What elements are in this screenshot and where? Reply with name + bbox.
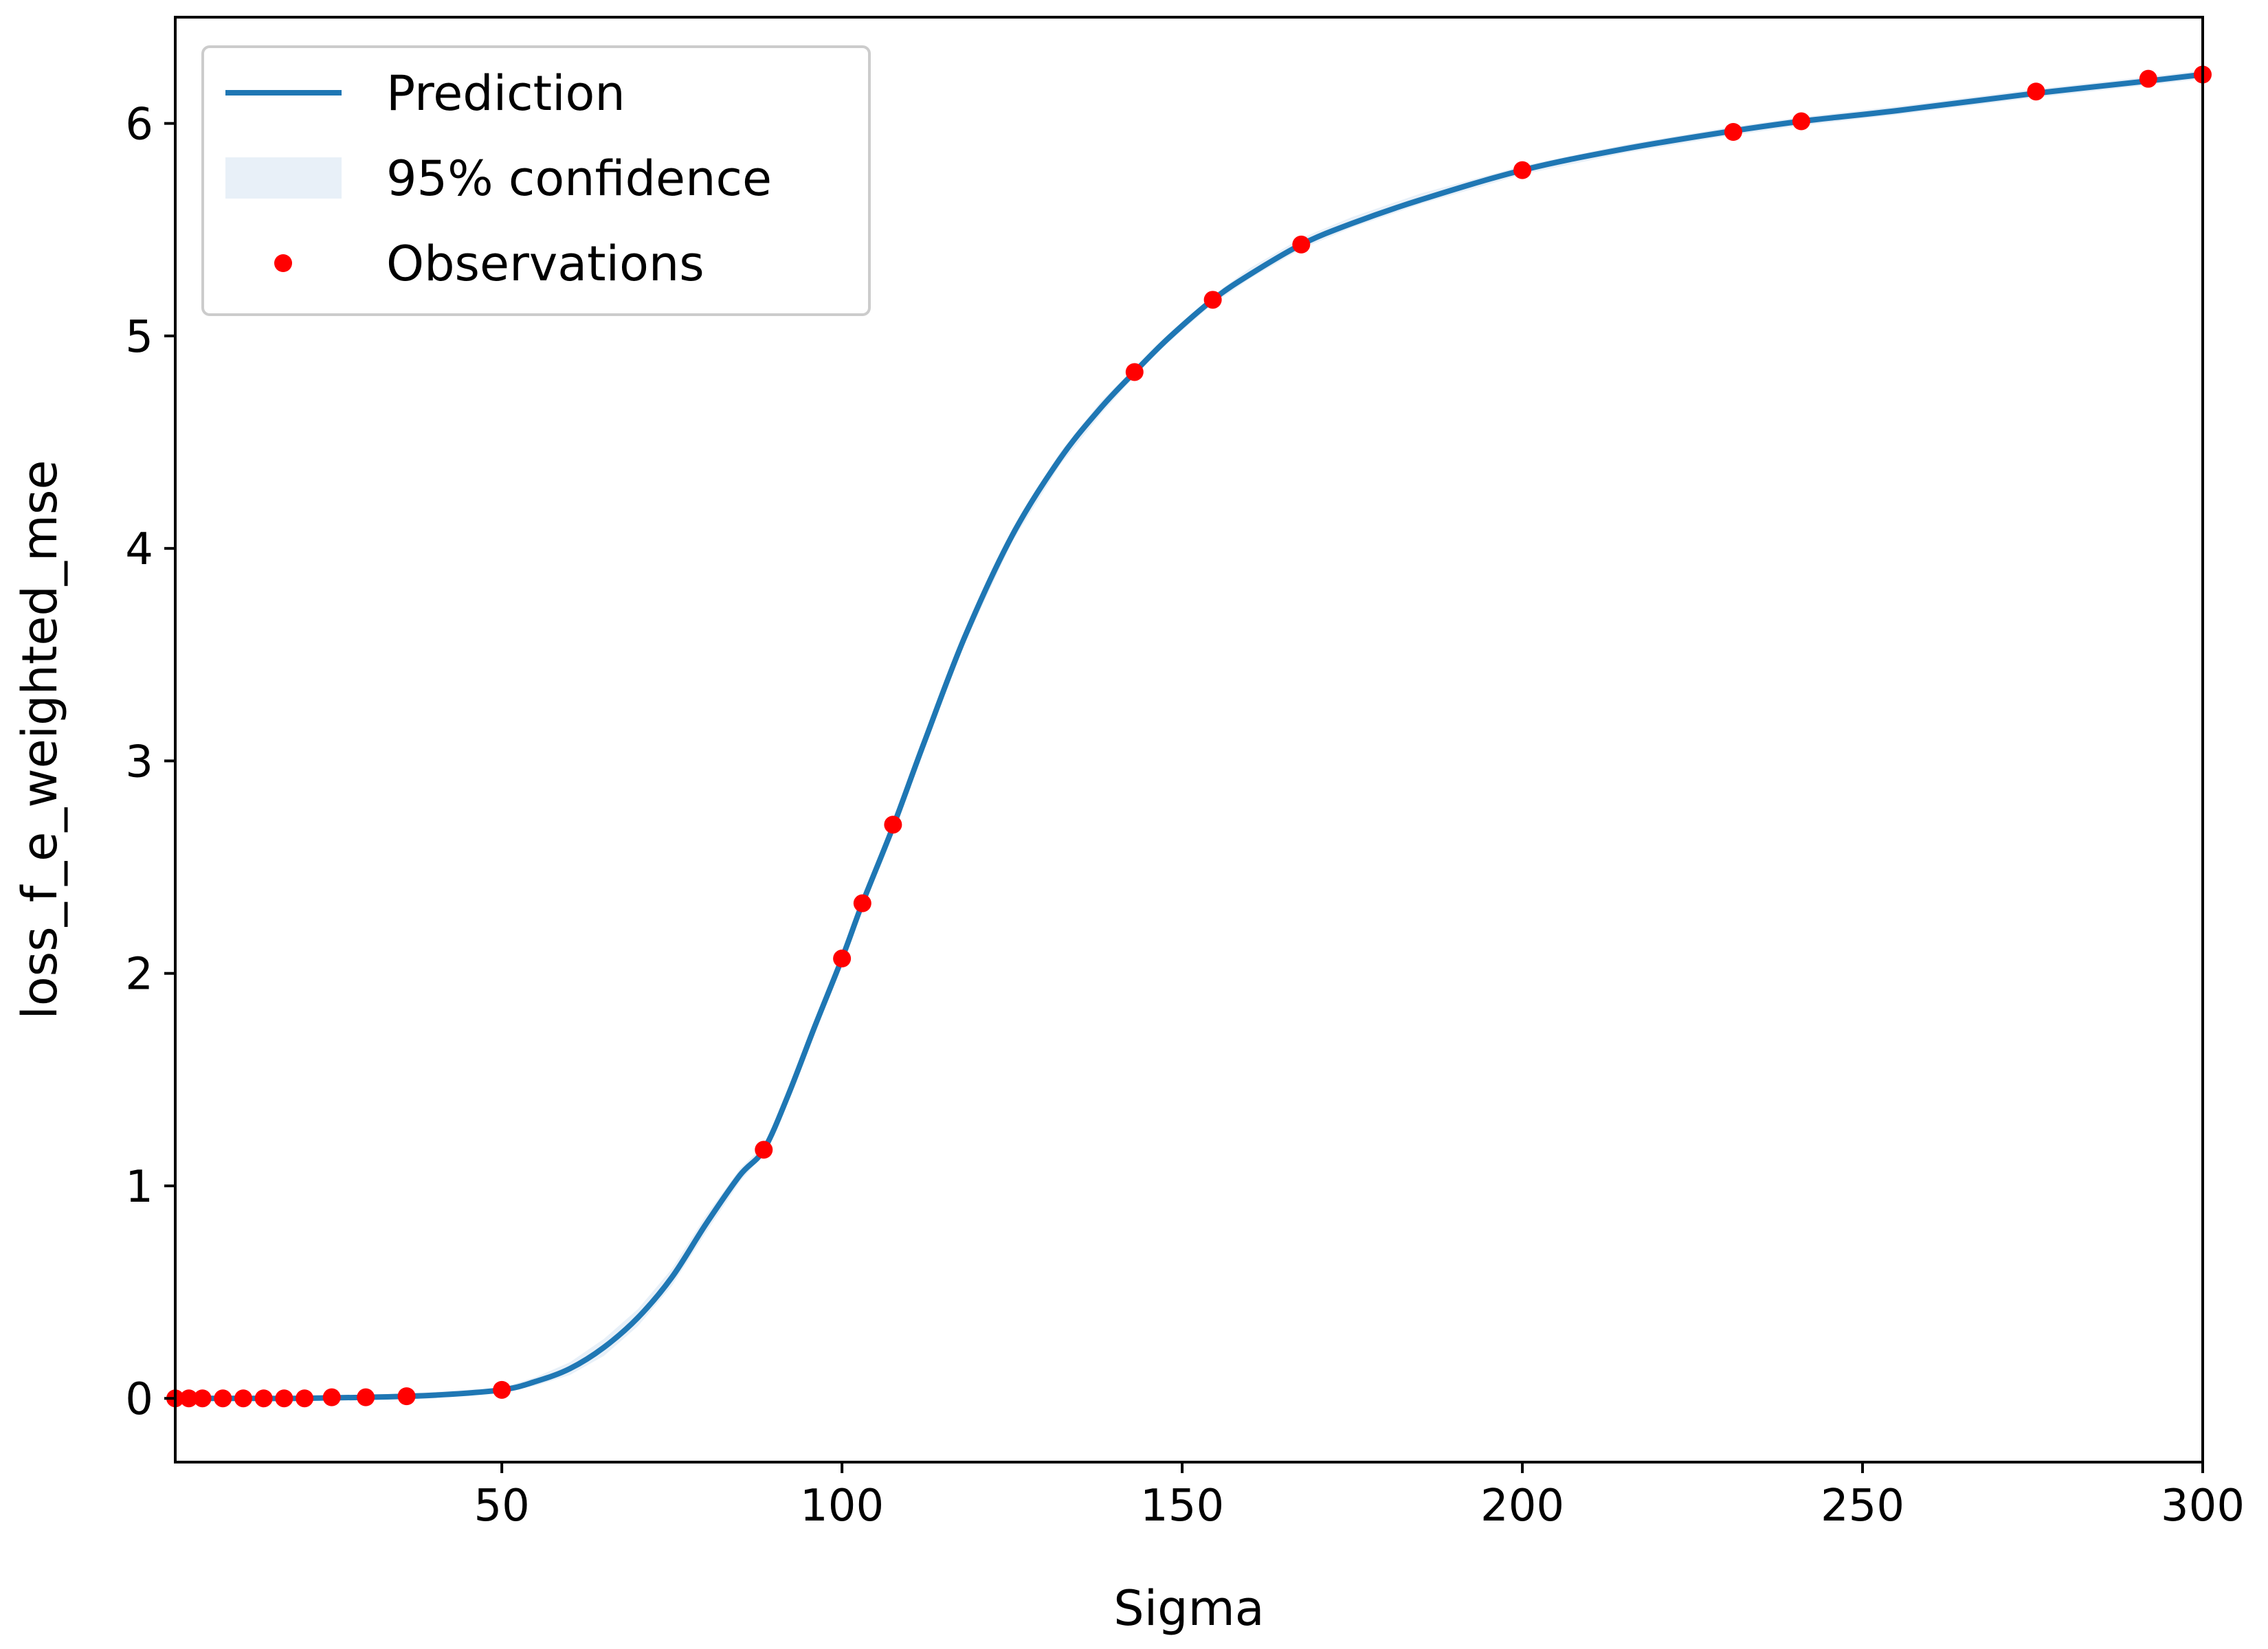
observation-point: [1125, 363, 1144, 381]
observation-point: [254, 1389, 273, 1408]
legend-band-swatch: [225, 157, 342, 199]
legend-marker-swatch: [274, 254, 292, 272]
legend-label: Prediction: [386, 65, 625, 122]
observation-point: [179, 1389, 198, 1408]
y-tick-label: 5: [125, 312, 153, 363]
prediction-line: [175, 71, 2203, 1402]
observation-point: [322, 1388, 341, 1406]
observation-point: [214, 1389, 232, 1408]
x-tick-label: 100: [800, 1481, 884, 1532]
y-axis: 0 1 2 3 4 5 6: [125, 100, 175, 1425]
observation-points-layer: [166, 65, 2212, 1408]
x-axis-label: Sigma: [1113, 1580, 1264, 1637]
observation-point: [357, 1388, 375, 1406]
observation-point: [397, 1387, 416, 1406]
y-tick-label: 2: [125, 950, 153, 1000]
x-axis: 50 100 150 200 250 300: [474, 1462, 2245, 1532]
observation-point: [2027, 82, 2045, 101]
y-tick-label: 3: [125, 737, 153, 787]
x-tick-label: 250: [1821, 1481, 1904, 1532]
y-tick-label: 4: [125, 524, 153, 575]
y-axis-label: loss_f_e_weighted_mse: [12, 460, 68, 1019]
plot-frame: [174, 16, 2204, 1463]
legend-label: Observations: [386, 236, 704, 292]
x-tick-label: 50: [474, 1481, 529, 1532]
observation-point: [833, 950, 852, 968]
observation-point: [193, 1389, 212, 1408]
observation-point: [296, 1389, 314, 1408]
x-tick-label: 200: [1480, 1481, 1564, 1532]
y-tick-label: 6: [125, 100, 153, 150]
observation-point: [853, 894, 871, 912]
legend-box: [201, 45, 871, 316]
observation-point: [1513, 161, 1532, 179]
y-tick-label: 1: [125, 1162, 153, 1213]
observation-point: [275, 1389, 293, 1408]
observation-point: [884, 816, 902, 834]
observation-point: [2139, 69, 2157, 88]
observation-point: [1792, 112, 1810, 131]
observation-point: [755, 1141, 773, 1159]
observation-point: [1292, 235, 1311, 254]
y-tick-label: 0: [125, 1374, 153, 1425]
observation-point: [493, 1380, 511, 1399]
observation-point: [1724, 123, 1742, 142]
legend: Prediction 95% confidence Observations: [201, 45, 871, 316]
observation-point: [1203, 291, 1222, 309]
x-tick-label: 150: [1140, 1481, 1224, 1532]
legend-label: 95% confidence: [386, 150, 772, 207]
x-tick-label: 300: [2161, 1481, 2245, 1532]
prediction-line-layer: [175, 71, 2203, 1402]
observation-point: [234, 1389, 252, 1408]
